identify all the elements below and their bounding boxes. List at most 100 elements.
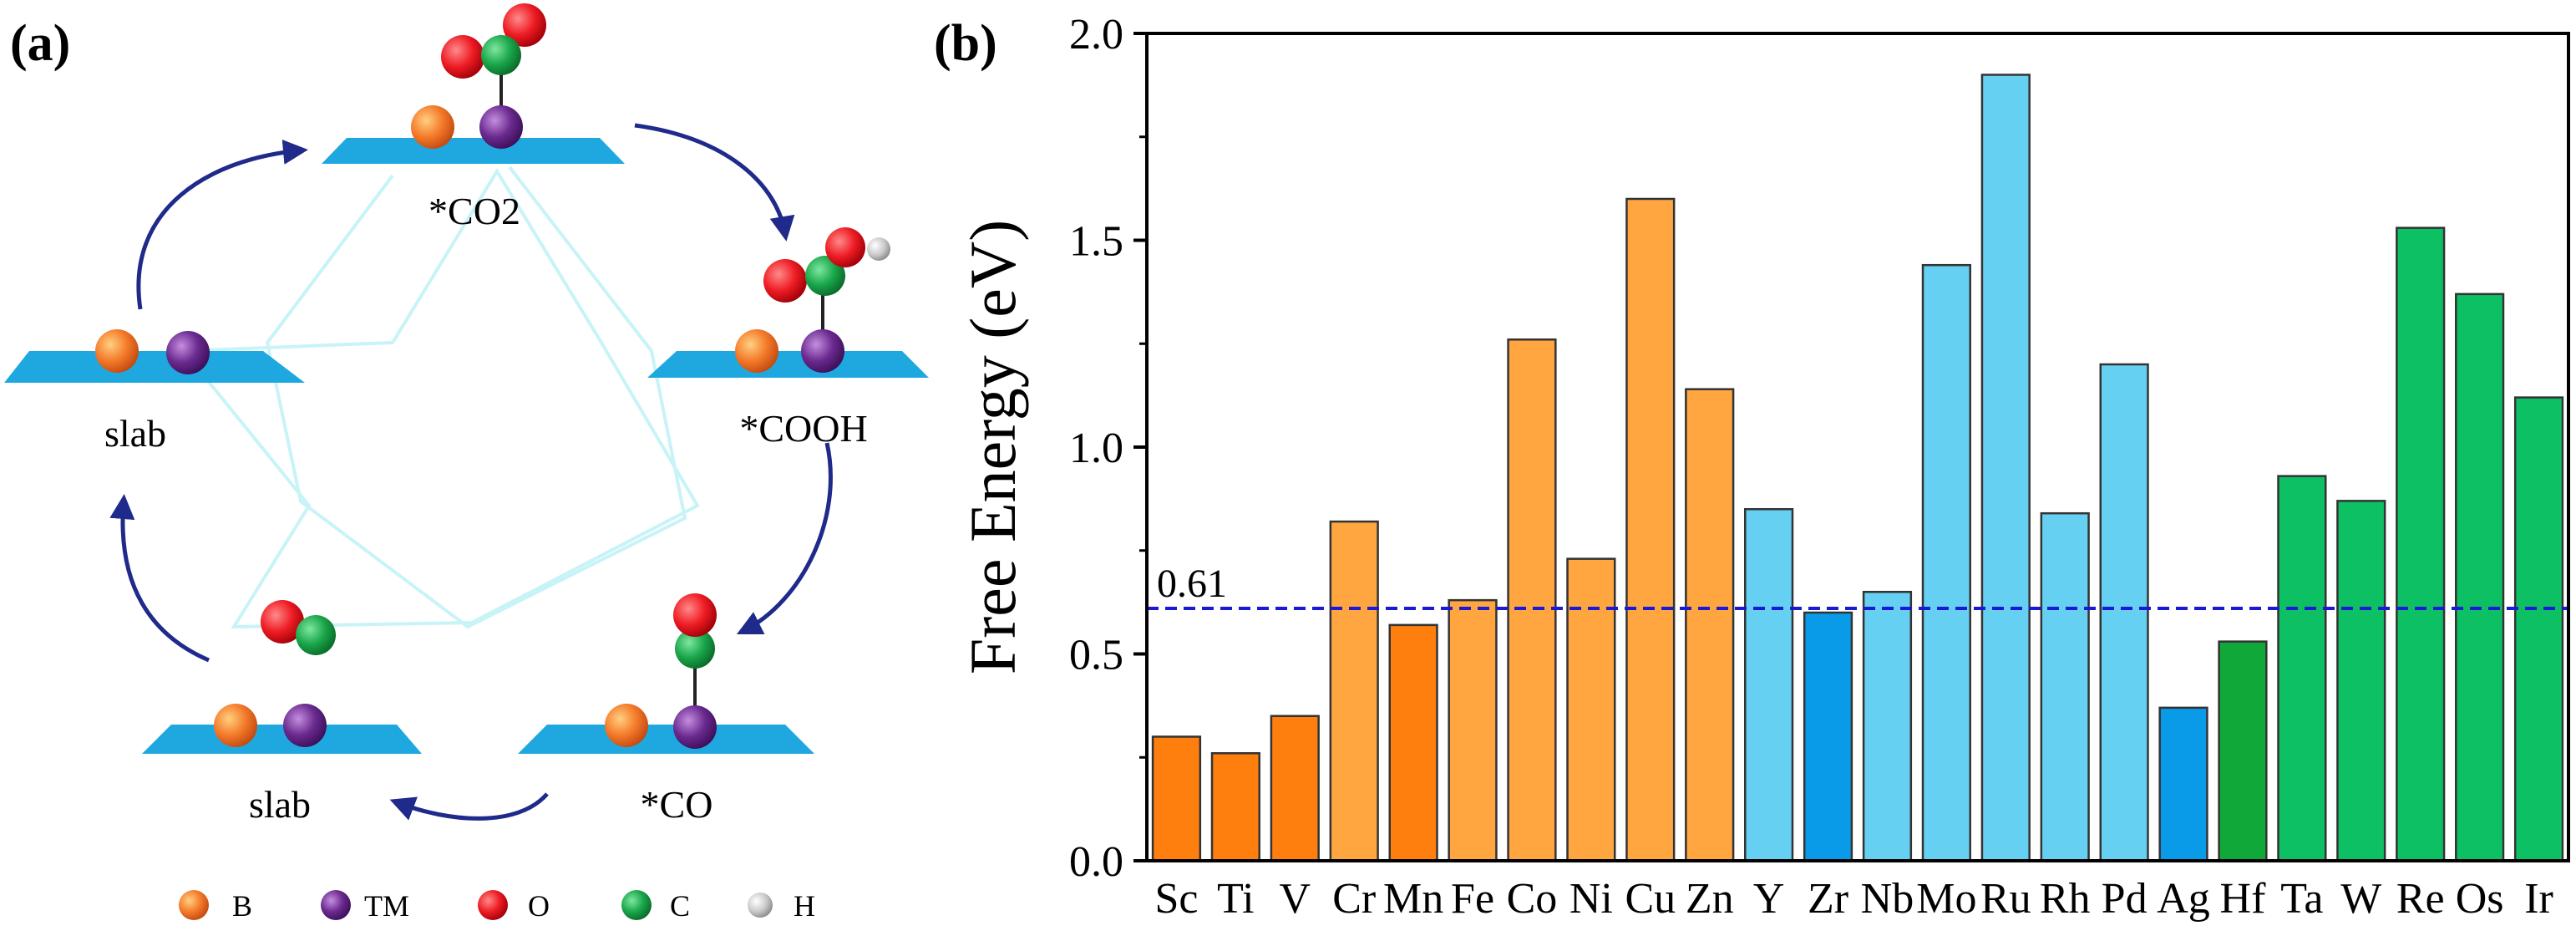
tm-atom	[673, 705, 717, 749]
free-energy-bar-chart: (b) Free Energy (eV) 0.61 0.0 0.5 1.0 1.5 2.…	[934, 11, 2570, 923]
state-co: *CO	[518, 593, 814, 826]
x-tick-label-co: Co	[1507, 875, 1558, 923]
legend-tm-swatch	[321, 890, 351, 920]
state-slab-bottom-label: slab	[249, 783, 311, 826]
state-cooh-label: *COOH	[739, 407, 867, 450]
bar-cr	[1329, 520, 1379, 862]
x-tick-label-os: Os	[2456, 875, 2504, 923]
panel-a-label: (a)	[10, 15, 70, 72]
y-axis-ticks: 0.0 0.5 1.0 1.5 2.0	[1069, 11, 1147, 886]
arrow-slab-to-co2	[136, 139, 308, 310]
tm-atom	[479, 105, 523, 149]
b-atom	[605, 704, 648, 747]
reference-line-group: 0.61	[1147, 562, 2568, 611]
tm-atom	[283, 704, 327, 747]
bar-ta	[2277, 475, 2327, 862]
surface-plate	[142, 725, 422, 754]
arrow-co2-to-cooh	[634, 123, 795, 242]
o-atom	[673, 593, 717, 637]
bar-ru	[1980, 74, 2031, 862]
b-atom	[735, 329, 778, 373]
o-atom	[503, 3, 546, 47]
surface-plate	[647, 351, 929, 378]
x-tick-label-sc: Sc	[1154, 875, 1198, 923]
background-star-lines	[265, 165, 687, 629]
legend-c-label: C	[670, 889, 690, 923]
legend-b-label: B	[232, 889, 252, 923]
bar-ti	[1210, 752, 1260, 862]
x-tick-label-cr: Cr	[1332, 875, 1376, 923]
bar-pd	[2099, 363, 2149, 862]
x-tick-label-fe: Fe	[1451, 875, 1494, 923]
free-energy-chart-panel: (b) Free Energy (eV) 0.61 0.0 0.5 1.0 1.5 2.…	[934, 0, 2576, 932]
cycle-arrows	[109, 123, 833, 821]
bars-group	[1151, 74, 2564, 862]
state-slab-left-label: slab	[104, 412, 166, 455]
bar-v	[1270, 715, 1320, 862]
y-tick-label: 1.0	[1069, 425, 1123, 472]
state-co2-label: *CO2	[428, 190, 520, 232]
reaction-cycle-panel: (a) *CO2 *COOH slab	[0, 0, 936, 932]
c-atom	[805, 256, 845, 296]
y-tick-label: 0.0	[1069, 838, 1123, 886]
y-tick-label: 0.5	[1069, 632, 1123, 679]
background-star	[180, 168, 700, 629]
x-tick-label-ti: Ti	[1217, 875, 1254, 923]
y-tick-label: 2.0	[1069, 11, 1123, 58]
bar-co	[1507, 338, 1557, 862]
bar-re	[2396, 226, 2446, 862]
state-co2: *CO2	[322, 3, 625, 232]
x-tick-label-hf: Hf	[2220, 875, 2267, 923]
x-tick-label-mn: Mn	[1383, 875, 1443, 923]
bar-fe	[1448, 598, 1498, 862]
x-tick-label-ru: Ru	[1980, 875, 2031, 923]
bar-ir	[2513, 396, 2564, 862]
c-atom	[296, 615, 336, 655]
x-tick-label-ni: Ni	[1569, 875, 1613, 923]
bar-sc	[1151, 735, 1202, 862]
tm-atom	[166, 331, 210, 374]
reference-line-label: 0.61	[1157, 562, 1227, 606]
panel-b-label: (b)	[936, 15, 997, 72]
bar-hf	[2218, 640, 2268, 862]
legend-c-swatch	[621, 890, 652, 920]
bar-zr	[1803, 611, 1853, 862]
bar-ag	[2158, 706, 2208, 862]
y-axis-title: Free Energy (eV)	[956, 220, 1029, 674]
x-tick-label-ag: Ag	[2157, 875, 2210, 923]
x-tick-label-y: Y	[1753, 875, 1785, 923]
bar-nb	[1862, 591, 1913, 862]
arrow-cooh-to-co	[736, 442, 833, 635]
bar-mo	[1921, 263, 1971, 862]
c-atom	[481, 35, 521, 75]
surface-plate	[322, 138, 625, 164]
x-tick-label-zn: Zn	[1686, 875, 1734, 923]
x-tick-label-nb: Nb	[1861, 875, 1914, 923]
state-slab-bottom: slab	[142, 600, 422, 826]
state-co-label: *CO	[641, 783, 713, 826]
b-atom	[214, 704, 257, 747]
legend-h-swatch	[748, 893, 773, 918]
y-tick-label: 1.5	[1069, 218, 1123, 266]
arrow-slab-to-slab	[109, 494, 210, 663]
bar-zn	[1685, 388, 1735, 862]
tm-atom	[801, 329, 844, 373]
b-atom	[411, 105, 454, 149]
bar-y	[1744, 508, 1794, 862]
surface-plate	[4, 351, 305, 383]
x-tick-label-ir: Ir	[2524, 875, 2553, 923]
x-tick-label-rh: Rh	[2040, 875, 2091, 923]
legend-h-label: H	[794, 889, 815, 923]
x-tick-label-v: V	[1280, 875, 1311, 923]
atom-legend: B TM O C H	[179, 889, 815, 923]
legend-b-swatch	[179, 890, 209, 920]
reaction-cycle-diagram: (a) *CO2 *COOH slab	[4, 3, 929, 923]
x-tick-label-cu: Cu	[1625, 875, 1676, 923]
bar-rh	[2040, 511, 2090, 862]
o-atom	[825, 227, 865, 267]
x-tick-label-w: W	[2340, 875, 2381, 923]
legend-o-label: O	[528, 889, 550, 923]
c-atom	[675, 628, 715, 669]
x-tick-label-re: Re	[2396, 875, 2445, 923]
legend-tm-label: TM	[364, 889, 409, 923]
